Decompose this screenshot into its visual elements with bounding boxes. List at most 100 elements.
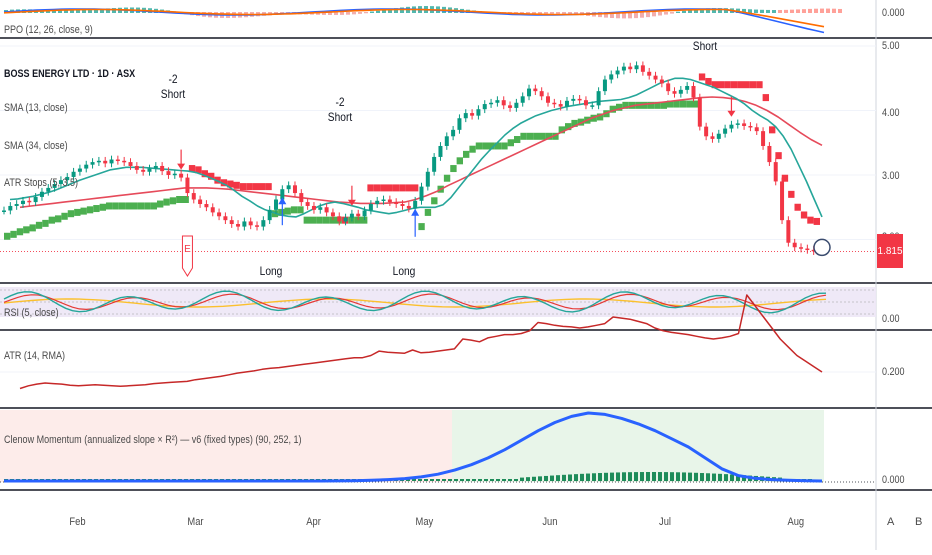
candle-body [248, 221, 253, 226]
candle-body [267, 209, 272, 221]
candle-body [558, 104, 563, 107]
ppo-histogram-bar [790, 9, 794, 13]
clenow-histogram-bar [406, 479, 410, 481]
ppo-histogram-bar [700, 8, 704, 13]
clenow-histogram-bar [670, 472, 674, 481]
atr-ytick-label: 0.200 [882, 366, 905, 378]
candle-body [476, 109, 481, 116]
candle-body [520, 96, 525, 103]
auto-scale-button[interactable]: A [887, 516, 895, 528]
candle-body [767, 145, 772, 163]
candle-body [153, 165, 158, 169]
xtick-label: Apr [306, 516, 321, 528]
candle-body [609, 74, 614, 80]
ppo-histogram-bar [556, 12, 560, 14]
candle-body [210, 207, 215, 213]
candle-body [729, 124, 734, 129]
ppo-histogram-bar [526, 12, 530, 15]
ppo-histogram-bar [784, 9, 788, 13]
candle-body [602, 79, 607, 92]
timer-marker [813, 238, 831, 257]
candle-body [109, 159, 114, 164]
candle-body [292, 185, 297, 194]
signal-count: -2 [335, 95, 345, 109]
candle-body [311, 205, 316, 210]
candle-body [387, 199, 392, 203]
candle-body [337, 216, 342, 222]
candle-body [90, 162, 95, 165]
signal-label-short: Short [692, 39, 718, 53]
clenow-histogram-bar [568, 474, 572, 481]
clenow-histogram-bar [532, 476, 536, 481]
symbol-title[interactable]: BOSS ENERGY LTD · 1D · ASX [4, 68, 136, 80]
ppo-histogram-bar [778, 9, 782, 13]
ppo-histogram-bar [364, 12, 368, 14]
clenow-histogram-bar [412, 479, 416, 481]
clenow-histogram-bar [490, 479, 494, 481]
candle-body [96, 160, 101, 163]
candle-body [799, 247, 804, 249]
ppo-histogram-bar [712, 8, 716, 13]
sma13-legend[interactable]: SMA (13, close) [4, 102, 68, 114]
ppo-histogram-bar [346, 12, 350, 15]
ppo-histogram-bar [76, 10, 80, 13]
b-button[interactable]: B [915, 516, 923, 528]
clenow-histogram-bar [742, 475, 746, 481]
candle-body [697, 97, 702, 127]
atr-legend[interactable]: ATR (14, RMA) [4, 350, 65, 362]
candle-body [425, 171, 430, 187]
candle-body [723, 128, 728, 134]
candle-body [811, 249, 816, 252]
candle-body [299, 193, 304, 203]
ppo-histogram-bar [562, 12, 566, 15]
ppo-histogram-bar [616, 12, 620, 19]
candle-body [375, 200, 380, 205]
ppo-histogram-bar [370, 11, 374, 13]
candle-body [46, 187, 51, 192]
ppo-histogram-bar [694, 9, 698, 13]
signal-text: Short [327, 110, 353, 124]
clenow-histogram-bar [508, 479, 512, 481]
ppo-histogram-bar [544, 12, 548, 14]
ppo-histogram-bar [634, 12, 638, 19]
candle-body [280, 189, 285, 200]
candle-body [330, 212, 335, 217]
candle-body [634, 65, 639, 70]
candle-body [413, 200, 418, 209]
signal-text: Short [160, 87, 186, 101]
candle-body [546, 96, 550, 103]
atr-stops-legend[interactable]: ATR Stops (5, 3.5) [4, 177, 79, 189]
candle-body [666, 83, 671, 92]
candle-body [217, 212, 222, 217]
candle-body [274, 199, 278, 210]
candle-body [128, 162, 133, 166]
candle-body [122, 160, 127, 163]
ppo-legend[interactable]: PPO (12, 26, close, 9) [4, 24, 93, 36]
rsi-legend[interactable]: RSI (5, close) [4, 307, 59, 319]
ppo-histogram-bar [352, 12, 356, 15]
clenow-histogram-bar [472, 479, 476, 481]
candle-body [470, 113, 475, 116]
candle-body [621, 66, 626, 71]
clenow-legend[interactable]: Clenow Momentum (annualized slope × R²) … [4, 434, 302, 446]
ppo-histogram-bar [52, 10, 56, 13]
long-arrow-head [278, 197, 287, 205]
sma34-legend[interactable]: SMA (34, close) [4, 140, 68, 152]
clenow-histogram-bar [706, 473, 710, 481]
ppo-histogram-bar [718, 8, 722, 13]
clenow-histogram-bar [634, 472, 638, 481]
short-arrow-head [727, 110, 736, 117]
candle-body [780, 181, 785, 221]
candle-body [564, 100, 569, 107]
candle-body [400, 204, 405, 206]
ppo-histogram-bar [748, 9, 752, 13]
clenow-histogram-bar [424, 479, 428, 481]
clenow-histogram-bar [430, 479, 434, 481]
candle-body [419, 186, 424, 201]
clenow-histogram-bar [664, 472, 668, 481]
candle-body [305, 202, 310, 206]
candle-body [596, 91, 601, 106]
clenow-histogram-bar [448, 479, 452, 481]
clenow-histogram-bar [460, 479, 464, 481]
